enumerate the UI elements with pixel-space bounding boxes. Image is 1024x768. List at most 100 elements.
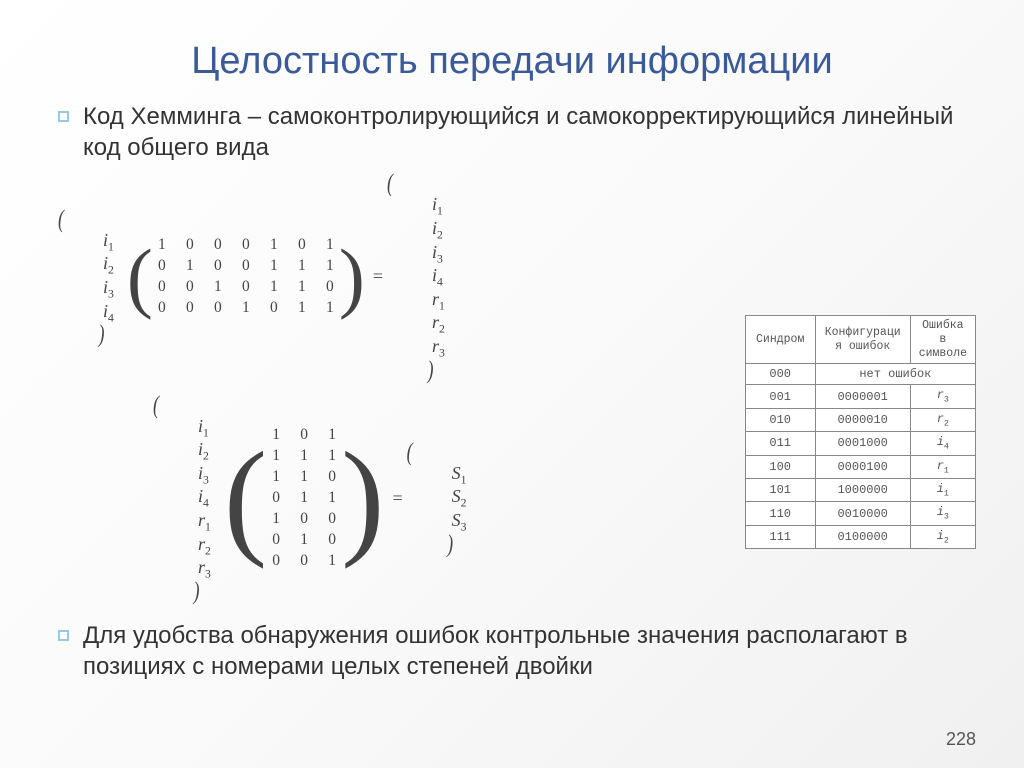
matrix-cell: 1	[298, 468, 310, 486]
cell-config: 0010000	[815, 502, 910, 525]
page-title: Целостность передачи информации	[48, 40, 976, 83]
matrix-cell: 0	[326, 468, 338, 486]
matrix-cell: 0	[296, 236, 308, 254]
page-number: 228	[946, 729, 976, 750]
cell-config: 0000010	[815, 408, 910, 431]
cell-syndrome: 000	[745, 364, 815, 385]
table-row: 0100000010r2	[745, 408, 975, 431]
matrix-cell: 1	[324, 236, 336, 254]
cell-config: 0001000	[815, 432, 910, 455]
matrix-cell: 1	[184, 257, 196, 275]
matrix-cell: 0	[184, 278, 196, 296]
cell-syndrome: 101	[745, 478, 815, 501]
row-vector-i4: ( i1 i2 i3 i4 )	[58, 209, 123, 345]
matrix-cell: 0	[240, 257, 252, 275]
matrix-cell: 0	[156, 257, 168, 275]
cell-config: 0100000	[815, 525, 910, 548]
matrix-cell: 1	[296, 278, 308, 296]
bullet-item-1: Код Хемминга – самоконтролирующийся и са…	[48, 101, 976, 163]
table-row: 0110001000i4	[745, 432, 975, 455]
cell-syndrome: 100	[745, 455, 815, 478]
matrix-cell: 1	[296, 299, 308, 317]
syndrome-table-wrap: Синдром Конфигурация ошибок Ошибкавсимво…	[745, 315, 976, 549]
matrix-cell: 0	[212, 257, 224, 275]
matrix-cell: 1	[298, 489, 310, 507]
cell-config: 0000001	[815, 385, 910, 408]
bullet-text: Для удобства обнаружения ошибок контроль…	[83, 620, 976, 682]
matrix-cell: 1	[270, 447, 282, 465]
matrix-cell: 0	[326, 531, 338, 549]
matrix-cell: 1	[270, 510, 282, 528]
cell-syndrome: 010	[745, 408, 815, 431]
matrix-cell: 0	[156, 278, 168, 296]
matrix-cell: 0	[270, 489, 282, 507]
matrix-cell: 1	[270, 468, 282, 486]
table-header-row: Синдром Конфигурация ошибок Ошибкавсимво…	[745, 316, 975, 364]
table-row: 0010000001r3	[745, 385, 975, 408]
cell-symbol: i3	[910, 502, 975, 525]
matrix-cell: 1	[326, 447, 338, 465]
matrix-cell: 0	[326, 510, 338, 528]
matrix-cell: 1	[326, 489, 338, 507]
row-vector-ir7: ( i1 i2 i3 i4 r1 r2 r3 )	[387, 173, 454, 380]
generator-matrix: ( 1000101010011100101100001011 )	[127, 236, 365, 317]
matrix-cell: 1	[298, 531, 310, 549]
cell-symbol: r1	[910, 455, 975, 478]
matrix-cell: 1	[296, 257, 308, 275]
matrix-cell: 0	[184, 236, 196, 254]
matrix-cell: 1	[156, 236, 168, 254]
matrix-cell: 1	[326, 426, 338, 444]
matrix-cell: 1	[324, 299, 336, 317]
cell-symbol: i2	[910, 525, 975, 548]
matrix-cell: 1	[268, 236, 280, 254]
matrix-cell: 0	[156, 299, 168, 317]
matrix-cell: 0	[270, 552, 282, 570]
slide: Целостность передачи информации Код Хемм…	[0, 0, 1024, 768]
bullet-item-2: Для удобства обнаружения ошибок контроль…	[48, 620, 976, 682]
cell-syndrome: 111	[745, 525, 815, 548]
matrix-cell: 1	[324, 257, 336, 275]
cell-syndrome: 001	[745, 385, 815, 408]
matrix-cell: 0	[184, 299, 196, 317]
matrix-cell: 0	[240, 278, 252, 296]
matrix-cell: 1	[298, 447, 310, 465]
cell-symbol: i1	[910, 478, 975, 501]
bullet-icon	[58, 111, 69, 122]
matrix-cell: 1	[240, 299, 252, 317]
row-vector-ir7-b: ( i1 i2 i3 i4 r1 r2 r3 )	[153, 395, 220, 602]
matrix-cell: 1	[212, 278, 224, 296]
matrix-cell: 0	[324, 278, 336, 296]
matrix-cell: 0	[212, 236, 224, 254]
matrix-cell: 0	[298, 510, 310, 528]
table-row: 1110100000i2	[745, 525, 975, 548]
cell-config: 0000100	[815, 455, 910, 478]
row-vector-s3: ( S1 S2 S3 )	[407, 442, 476, 555]
table-row-noerr: 000 нет ошибок	[745, 364, 975, 385]
cell-symbol: r2	[910, 408, 975, 431]
table-row: 1011000000i1	[745, 478, 975, 501]
matrix-cell: 1	[268, 278, 280, 296]
equals-sign: =	[392, 488, 402, 509]
bullet-text: Код Хемминга – самоконтролирующийся и са…	[83, 101, 976, 163]
matrix-cell: 0	[212, 299, 224, 317]
table-row: 1100010000i3	[745, 502, 975, 525]
matrix-cell: 0	[298, 552, 310, 570]
col-syndrome: Синдром	[745, 316, 815, 364]
cell-symbol: r3	[910, 385, 975, 408]
matrix-cell: 1	[268, 257, 280, 275]
table-row: 1000000100r1	[745, 455, 975, 478]
matrix-cell: 0	[240, 236, 252, 254]
cell-no-error: нет ошибок	[815, 364, 975, 385]
cell-syndrome: 011	[745, 432, 815, 455]
check-matrix: ( 101111110011100010001 )	[224, 426, 385, 570]
equals-sign: =	[373, 266, 383, 287]
bullet-icon	[58, 630, 69, 641]
matrix-cell: 0	[270, 531, 282, 549]
syndrome-table: Синдром Конфигурация ошибок Ошибкавсимво…	[745, 315, 976, 549]
matrix-cell: 0	[298, 426, 310, 444]
matrix-cell: 0	[268, 299, 280, 317]
cell-syndrome: 110	[745, 502, 815, 525]
cell-symbol: i4	[910, 432, 975, 455]
col-config: Конфигурация ошибок	[815, 316, 910, 364]
col-symbol: Ошибкавсимволе	[910, 316, 975, 364]
